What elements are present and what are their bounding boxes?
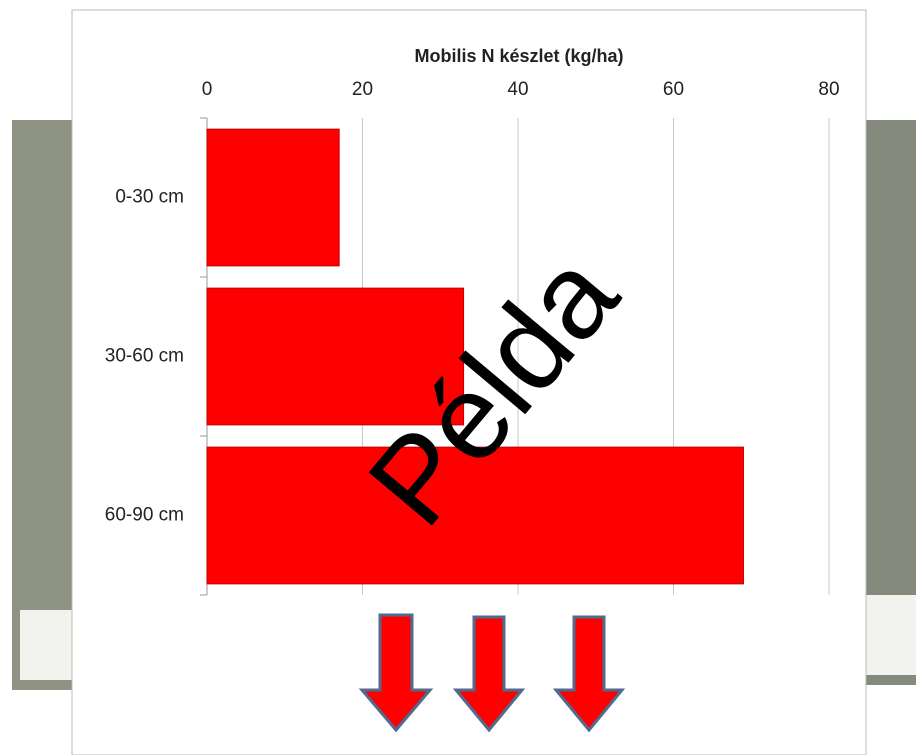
y-tick-label: 0-30 cm	[115, 187, 184, 208]
chart: Mobilis N készlet (kg/ha) 0 20 40 60 80 0-30 …	[0, 0, 916, 755]
y-tick-label: 60-90 cm	[105, 505, 184, 526]
map-legend-right	[864, 595, 916, 675]
bar	[207, 129, 339, 266]
x-tick-label: 20	[352, 79, 373, 100]
map-background-left	[12, 120, 74, 690]
x-tick-label: 80	[818, 79, 839, 100]
y-tick-label: 30-60 cm	[105, 346, 184, 367]
arrows	[362, 615, 622, 730]
page: Mobilis N készlet (kg/ha) 0 20 40 60 80 0-30 …	[0, 0, 916, 755]
map-legend-left	[20, 610, 74, 680]
x-tick-label: 60	[663, 79, 684, 100]
x-tick-label: 40	[507, 79, 528, 100]
x-tick-label: 0	[202, 79, 213, 100]
chart-title: Mobilis N készlet (kg/ha)	[414, 46, 623, 66]
